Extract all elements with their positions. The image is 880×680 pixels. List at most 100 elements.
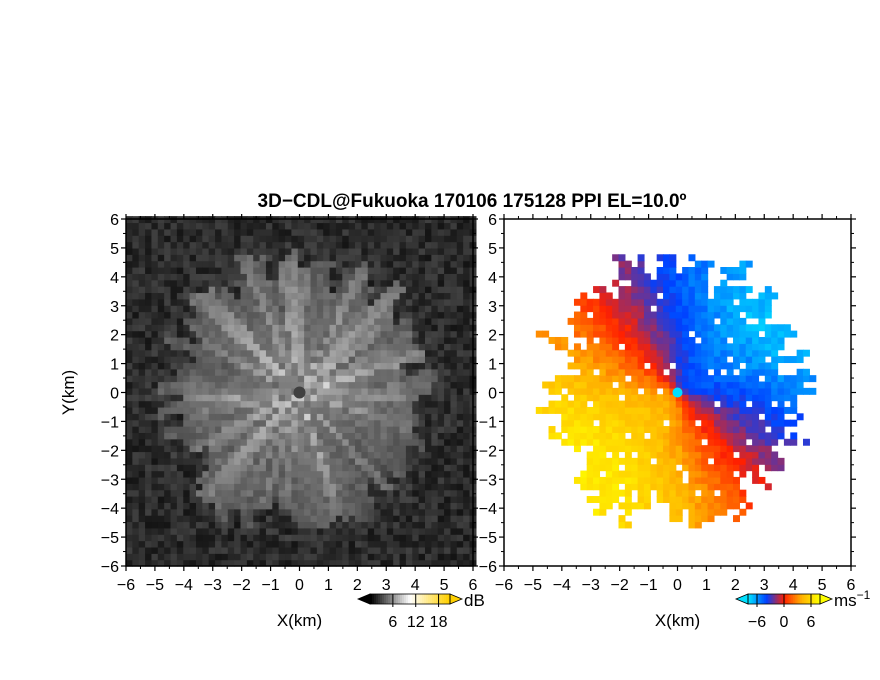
velocity-cell: [752, 464, 760, 472]
intensity-cell: [437, 222, 445, 230]
intensity-cell: [189, 267, 197, 274]
intensity-cell: [323, 559, 331, 567]
intensity-cell: [221, 387, 229, 395]
y-tick-label: 6: [110, 212, 119, 229]
velocity-cell: [593, 483, 601, 491]
intensity-cell: [329, 451, 337, 459]
intensity-cell: [323, 419, 331, 427]
velocity-cell: [580, 317, 588, 325]
intensity-cell: [424, 254, 432, 262]
velocity-cell: [720, 445, 728, 453]
intensity-cell: [374, 330, 382, 338]
intensity-cell: [374, 286, 382, 294]
x-tick-label: 4: [411, 577, 420, 594]
velocity-cell: [605, 464, 613, 472]
intensity-cell: [437, 247, 445, 255]
velocity-cell: [720, 413, 728, 421]
intensity-cell: [424, 540, 432, 548]
intensity-cell: [316, 496, 324, 503]
intensity-cell: [234, 330, 242, 338]
intensity-cell: [265, 413, 273, 421]
intensity-cell: [145, 546, 153, 554]
velocity-cell: [688, 292, 696, 300]
intensity-cell: [285, 336, 293, 344]
intensity-cell: [221, 381, 229, 389]
intensity-cell: [227, 464, 235, 472]
intensity-cell: [278, 426, 286, 434]
velocity-cell: [682, 496, 690, 503]
intensity-cell: [157, 489, 165, 497]
velocity-cell: [593, 356, 601, 364]
intensity-cell: [323, 400, 331, 408]
intensity-cell: [215, 368, 223, 376]
intensity-cell: [386, 235, 394, 243]
velocity-cell: [707, 317, 715, 325]
intensity-cell: [437, 279, 445, 287]
velocity-cell: [764, 330, 772, 338]
intensity-cell: [310, 540, 318, 548]
intensity-cell: [456, 400, 464, 408]
velocity-cell: [637, 406, 645, 414]
intensity-cell: [437, 457, 445, 465]
velocity-cell: [618, 419, 626, 427]
velocity-cell: [656, 254, 664, 262]
intensity-cell: [272, 356, 280, 364]
velocity-cell: [631, 279, 639, 287]
intensity-cell: [126, 483, 133, 491]
intensity-cell: [170, 546, 178, 554]
colorbar-segment: [370, 594, 373, 604]
intensity-cell: [278, 508, 286, 516]
velocity-cell: [790, 438, 798, 446]
intensity-cell: [265, 508, 273, 516]
intensity-cell: [272, 508, 280, 516]
intensity-cell: [431, 457, 439, 465]
intensity-cell: [380, 336, 388, 344]
velocity-cell: [605, 375, 613, 383]
intensity-cell: [463, 298, 471, 306]
intensity-cell: [316, 260, 324, 268]
velocity-cell: [745, 330, 753, 338]
intensity-cell: [329, 445, 337, 453]
intensity-cell: [463, 464, 471, 472]
intensity-cell: [157, 464, 165, 472]
velocity-cell: [586, 413, 594, 421]
intensity-cell: [126, 445, 133, 453]
velocity-cell: [586, 362, 594, 370]
intensity-cell: [126, 273, 133, 281]
intensity-cell: [405, 400, 413, 408]
velocity-cell: [675, 426, 683, 434]
intensity-cell: [444, 260, 452, 268]
intensity-cell: [278, 553, 286, 561]
intensity-cell: [297, 515, 305, 523]
intensity-cell: [176, 540, 184, 548]
velocity-cell: [739, 406, 747, 414]
y-tick-label: 2: [488, 328, 497, 345]
velocity-cell: [650, 406, 658, 414]
intensity-cell: [348, 368, 356, 376]
intensity-cell: [126, 546, 133, 554]
velocity-cell: [726, 317, 734, 325]
intensity-cell: [272, 553, 280, 561]
intensity-cell: [227, 438, 235, 446]
velocity-cell: [739, 426, 747, 434]
x-axis-label: X(km): [277, 611, 322, 630]
intensity-cell: [157, 286, 165, 294]
colorbar-segment: [388, 594, 391, 604]
intensity-cell: [265, 273, 273, 281]
intensity-cell: [361, 362, 369, 370]
intensity-cell: [240, 292, 248, 300]
intensity-cell: [227, 222, 235, 230]
intensity-cell: [418, 298, 426, 306]
velocity-cell: [720, 489, 728, 497]
intensity-cell: [138, 445, 146, 453]
velocity-cell: [739, 286, 747, 294]
intensity-cell: [253, 292, 261, 300]
velocity-cell: [682, 451, 690, 459]
velocity-cell: [720, 400, 728, 408]
velocity-cell: [612, 483, 620, 491]
velocity-cell: [593, 457, 601, 465]
intensity-cell: [297, 559, 305, 567]
velocity-cell: [637, 324, 645, 332]
intensity-cell: [386, 254, 394, 262]
intensity-cell: [145, 457, 153, 465]
